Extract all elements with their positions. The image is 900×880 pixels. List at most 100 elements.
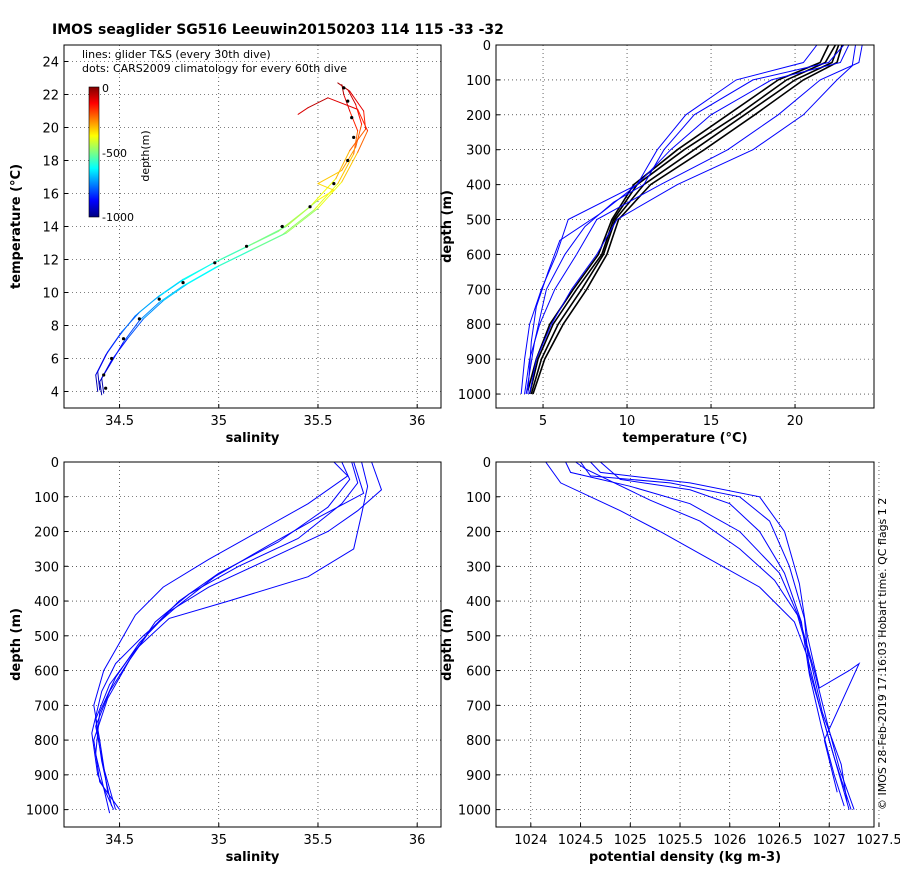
ts-series-3-segment xyxy=(317,189,335,201)
ts-series-3-segment xyxy=(250,226,287,246)
climatology-point xyxy=(332,182,336,186)
y-tick-label: 900 xyxy=(466,353,491,368)
ts-annotations: lines: glider T&S (every 30th dive) dots… xyxy=(82,48,347,75)
climatology-point xyxy=(280,224,284,229)
x-tick-label: 35 xyxy=(210,833,227,848)
sal-depth-series-5 xyxy=(91,462,365,810)
y-tick-label: 500 xyxy=(466,214,491,229)
x-tick-label: 1027 xyxy=(813,833,846,848)
figure-title: IMOS seaglider SG516 Leeuwin20150203 114… xyxy=(52,22,504,38)
y-tick-label: 200 xyxy=(34,526,59,541)
ts-series-3-segment xyxy=(121,311,140,333)
y-tick-label: 900 xyxy=(466,769,491,784)
x-tick-label: 36 xyxy=(409,833,426,848)
dens-depth-x-axis-label: potential density (kg m-3) xyxy=(589,850,781,865)
y-tick-label: 400 xyxy=(466,179,491,194)
temp-depth-axes-box xyxy=(495,44,875,409)
colorbar-gradient xyxy=(88,86,100,218)
ts-series-2-segment xyxy=(357,130,369,153)
ts-series-3-segment xyxy=(317,183,335,191)
colorbar-label: depth(m) xyxy=(139,130,152,181)
colorbar-tick-0: 0 xyxy=(102,82,109,95)
climatology-point xyxy=(157,297,161,301)
sal-depth-series-1 xyxy=(95,462,383,814)
y-tick-label: 4 xyxy=(51,386,59,401)
colorbar-tick-500: -500 xyxy=(102,147,127,160)
x-tick-label: 36 xyxy=(409,414,426,429)
ts-series-0-segment xyxy=(281,209,315,236)
ts-series-2-segment xyxy=(252,232,287,251)
x-tick-label: 1026.5 xyxy=(757,833,803,848)
y-tick-label: 10 xyxy=(42,287,59,302)
dens-depth-series-4 xyxy=(590,462,861,793)
colorbar: 0 -500 -1000 depth(m) xyxy=(88,82,152,224)
sal-depth-series-2 xyxy=(93,462,351,810)
ts-series-0-segment xyxy=(313,183,339,211)
sal-depth-y-axis-label: depth (m) xyxy=(9,608,24,681)
y-tick-label: 22 xyxy=(42,89,59,104)
annotation-dots: dots: CARS2009 climatology for every 60t… xyxy=(82,62,347,75)
ts-series-3-segment xyxy=(285,199,319,227)
x-tick-label: 1024 xyxy=(514,833,547,848)
ts-series-0-segment xyxy=(123,320,140,343)
y-tick-label: 400 xyxy=(466,595,491,610)
y-tick-label: 800 xyxy=(466,734,491,749)
dens-depth-series-5 xyxy=(575,462,848,803)
ts-series-2-segment xyxy=(297,107,309,115)
ts-series-2-segment xyxy=(101,377,105,394)
x-tick-label: 10 xyxy=(619,414,636,429)
ts-series-1-segment xyxy=(349,90,365,112)
y-tick-label: 16 xyxy=(42,188,59,203)
temp-depth-series-7 xyxy=(529,45,856,395)
y-tick-label: 20 xyxy=(42,122,59,137)
y-tick-label: 0 xyxy=(51,456,59,471)
climatology-point xyxy=(121,337,126,341)
y-tick-label: 100 xyxy=(466,74,491,89)
y-tick-label: 1000 xyxy=(458,804,491,819)
climatology-point xyxy=(308,205,312,209)
temp-depth-series-4 xyxy=(520,45,850,395)
climatology-point xyxy=(346,99,350,103)
x-tick-label: 35 xyxy=(210,414,227,429)
y-tick-label: 900 xyxy=(34,769,59,784)
y-tick-label: 500 xyxy=(466,630,491,645)
y-tick-label: 12 xyxy=(42,254,59,269)
ts-series-0-segment xyxy=(343,94,351,112)
y-tick-label: 500 xyxy=(34,630,59,645)
ts-series-3-segment xyxy=(97,371,101,391)
y-tick-label: 300 xyxy=(466,560,491,575)
ts-series-3-segment xyxy=(158,278,184,297)
ts-series-0-segment xyxy=(99,381,103,396)
climatology-point xyxy=(244,244,249,248)
climatology-point xyxy=(352,135,356,139)
x-tick-label: 15 xyxy=(703,414,720,429)
x-tick-label: 1027.5 xyxy=(856,833,900,848)
ts-series-2-segment xyxy=(327,97,359,110)
y-tick-label: 8 xyxy=(51,320,59,335)
dens-depth-axes-box xyxy=(495,461,875,828)
x-tick-label: 34.5 xyxy=(105,414,134,429)
ts-series-3-segment xyxy=(182,260,218,280)
series-group xyxy=(520,45,863,395)
y-tick-label: 100 xyxy=(466,491,491,506)
sal-depth-series-3 xyxy=(95,462,369,807)
sal-depth-panel: 34.5 35 35.5 36 0 100 200 300 400 500 600 700 800 900… xyxy=(9,456,442,865)
ts-series-3-segment xyxy=(341,146,357,171)
y-tick-label: 700 xyxy=(466,283,491,298)
annotation-lines: lines: glider T&S (every 30th dive) xyxy=(82,48,271,61)
dens-depth-y-axis-label: depth (m) xyxy=(440,608,455,681)
climatology-point xyxy=(181,281,185,285)
y-tick-label: 300 xyxy=(34,560,59,575)
ts-series-2-segment xyxy=(285,207,319,234)
y-tick-label: 300 xyxy=(466,144,491,159)
ts-series-1-segment xyxy=(95,374,99,392)
temp-depth-x-axis-label: temperature (°C) xyxy=(622,431,747,446)
x-tick-label: 1026 xyxy=(713,833,746,848)
ts-y-axis-label: temperature (°C) xyxy=(9,164,24,289)
ts-series-3-segment xyxy=(138,295,160,313)
dens-depth-series-2 xyxy=(600,462,845,807)
ts-series-2-segment xyxy=(317,181,343,209)
y-tick-label: 400 xyxy=(34,595,59,610)
climatology-point xyxy=(137,317,141,321)
